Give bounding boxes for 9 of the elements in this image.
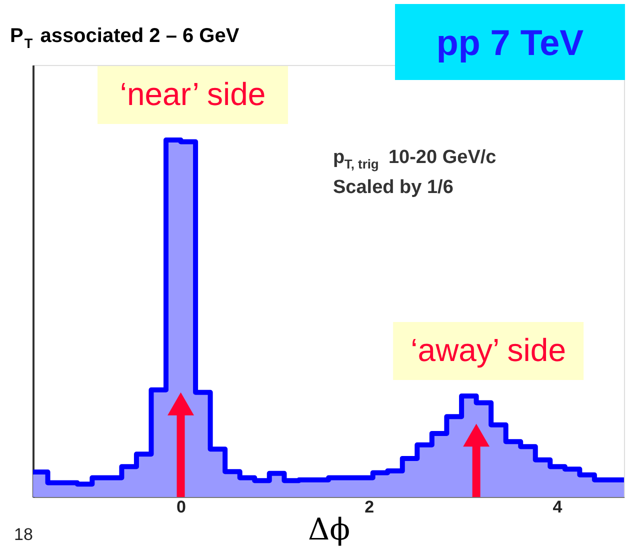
x-axis-title: Δϕ (308, 512, 350, 547)
annotation: ‘away’ side (410, 332, 566, 368)
x-tick-label: 0 (176, 498, 186, 516)
annotation: Scaled by 1/6 (333, 177, 454, 198)
annotation: ‘near’ side (120, 76, 266, 112)
text: 18 (14, 525, 33, 544)
x-tick-label: 4 (552, 498, 563, 516)
chart-subtitle: pp 7 TeV (436, 22, 584, 63)
x-tick-label: 2 (364, 498, 374, 516)
